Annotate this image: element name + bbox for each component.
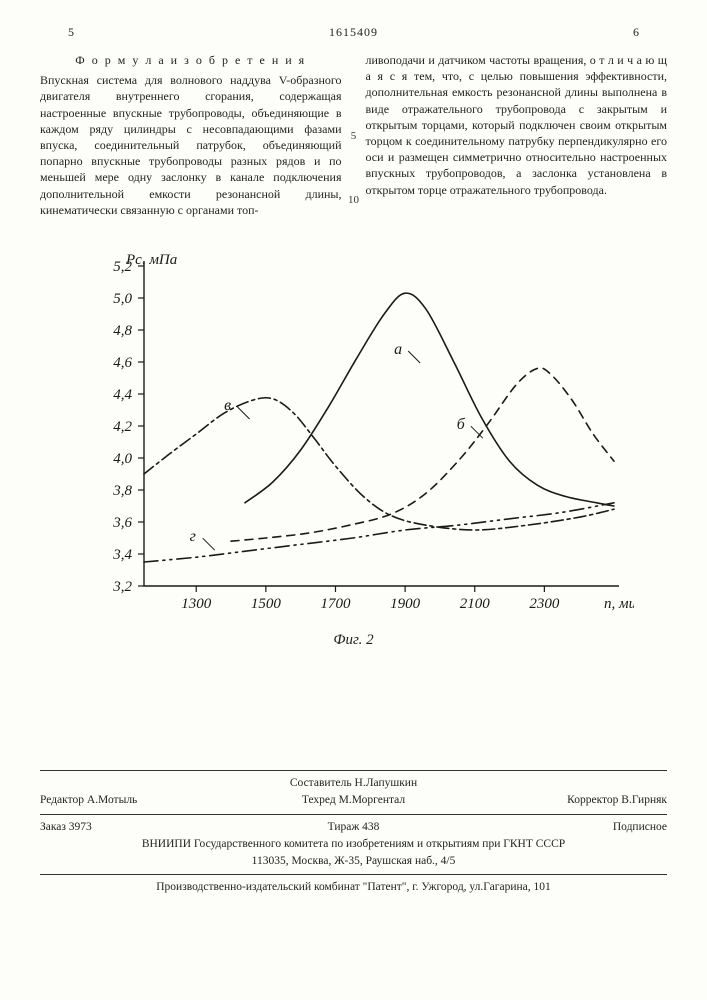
- svg-text:б: б: [456, 416, 465, 433]
- svg-text:Рс, мПа: Рс, мПа: [125, 252, 177, 268]
- svg-text:4,8: 4,8: [113, 323, 132, 339]
- compiler: Составитель Н.Лапушкин: [247, 775, 460, 792]
- org-address: 113035, Москва, Ж-35, Раушская наб., 4/5: [40, 853, 667, 870]
- page-header: 5 1615409 6: [40, 24, 667, 46]
- svg-text:2300: 2300: [529, 596, 560, 612]
- svg-text:2100: 2100: [459, 596, 490, 612]
- svg-text:3,4: 3,4: [112, 547, 132, 563]
- techred-name: М.Моргентал: [339, 794, 405, 806]
- subscription: Подписное: [460, 819, 667, 836]
- column-left: Ф о р м у л а и з о б р е т е н и я Впус…: [40, 52, 342, 218]
- corrector-name: В.Гирняк: [621, 794, 667, 806]
- editor-name: А.Мотыль: [87, 794, 137, 806]
- figure-caption: Фиг. 2: [40, 630, 667, 650]
- techred-label: Техред: [302, 794, 336, 806]
- svg-text:3,6: 3,6: [112, 515, 132, 531]
- svg-text:4,6: 4,6: [113, 355, 132, 371]
- svg-text:1300: 1300: [181, 596, 212, 612]
- page-num-left: 5: [68, 24, 74, 40]
- corrector-label: Корректор: [567, 794, 618, 806]
- svg-text:1500: 1500: [250, 596, 281, 612]
- col2-text: ливоподачи и датчиком частоты вращения, …: [366, 53, 668, 197]
- line-num-10: 10: [348, 192, 359, 208]
- column-right: ливоподачи и датчиком частоты вращения, …: [366, 52, 668, 218]
- svg-text:а: а: [394, 341, 402, 358]
- tirage: Тираж 438: [247, 819, 460, 836]
- figure-2-chart: 3,23,43,63,84,04,24,44,64,85,05,21300150…: [74, 246, 634, 626]
- doc-number: 1615409: [329, 24, 378, 40]
- svg-text:4,0: 4,0: [113, 451, 132, 467]
- page-num-right: 6: [633, 24, 639, 40]
- col1-text: Впускная система для волнового наддува V…: [40, 73, 342, 217]
- printer-line: Производственно-издательский комбинат "П…: [40, 879, 667, 896]
- svg-text:1700: 1700: [320, 596, 351, 612]
- svg-text:4,2: 4,2: [113, 419, 132, 435]
- svg-text:n, мин⁻¹: n, мин⁻¹: [604, 596, 634, 612]
- svg-text:г: г: [189, 528, 195, 545]
- svg-text:5,0: 5,0: [113, 291, 132, 307]
- editor-label: Редактор: [40, 794, 84, 806]
- imprint-block: Составитель Н.Лапушкин Редактор А.Мотыль…: [40, 770, 667, 897]
- gutter-line-numbers: 5 10: [348, 128, 359, 208]
- svg-text:в: в: [224, 397, 231, 414]
- svg-text:4,4: 4,4: [113, 387, 132, 403]
- svg-text:3,8: 3,8: [112, 483, 132, 499]
- org-name: ВНИИПИ Государственного комитета по изоб…: [40, 836, 667, 853]
- svg-text:3,2: 3,2: [112, 579, 132, 595]
- line-num-5: 5: [348, 128, 359, 144]
- order-number: Заказ 3973: [40, 819, 247, 836]
- svg-text:1900: 1900: [390, 596, 421, 612]
- formula-title: Ф о р м у л а и з о б р е т е н и я: [40, 52, 342, 68]
